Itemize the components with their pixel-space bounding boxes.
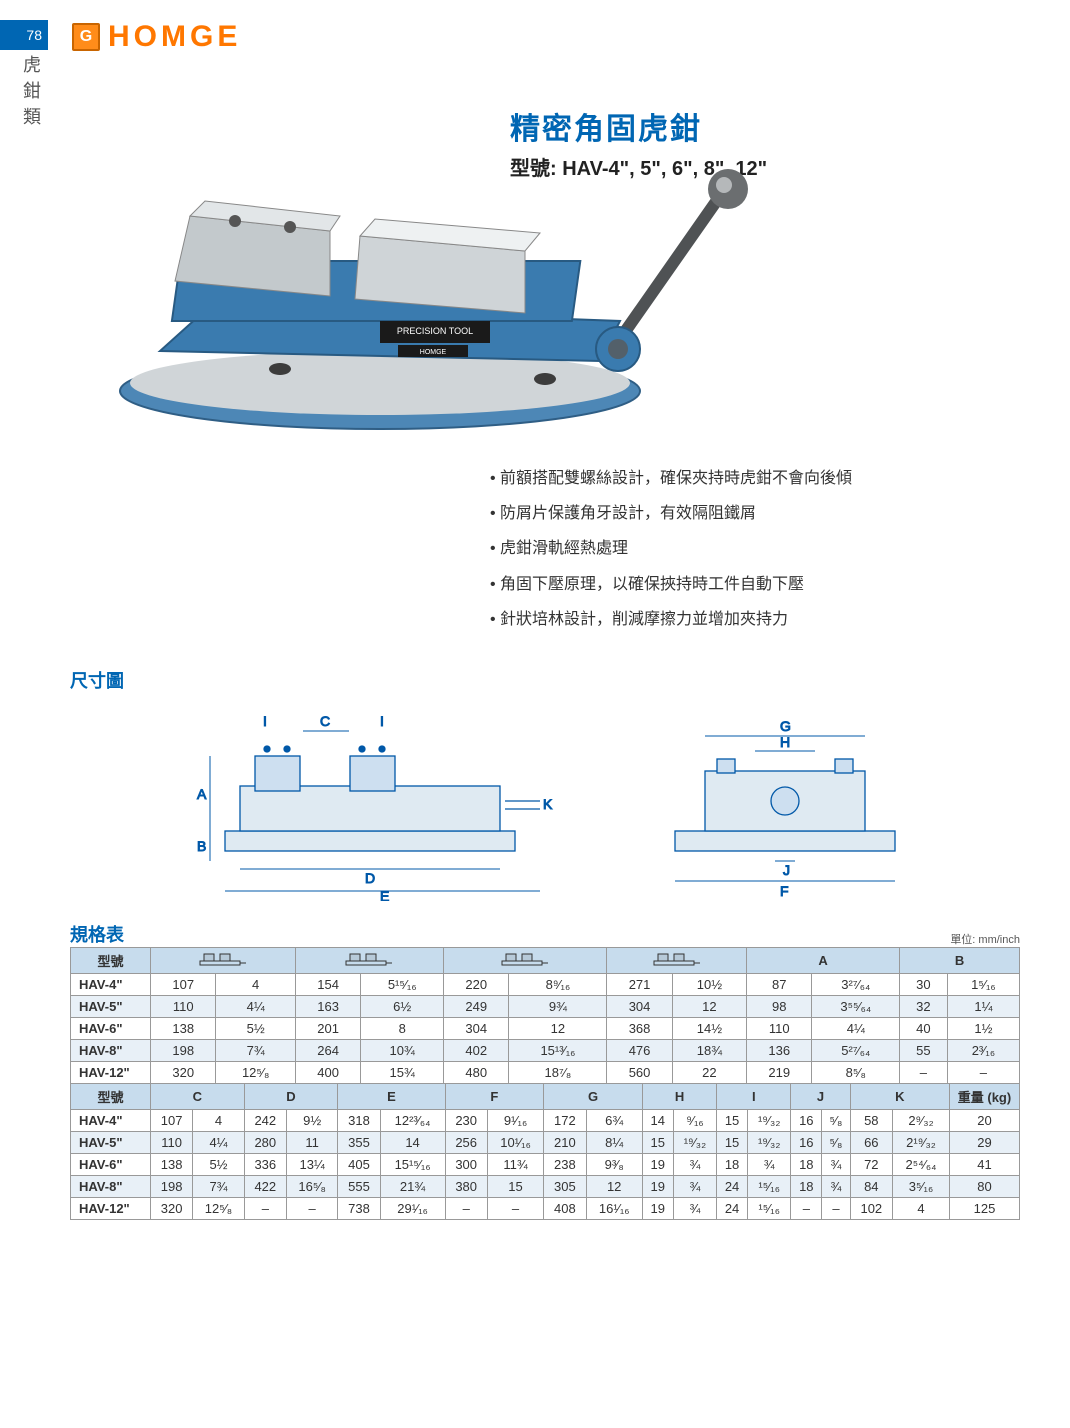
spec-row: HAV-5"1104¼280113551425610¹⁄₁₆2108¼15¹⁹⁄… [71, 1131, 1020, 1153]
dimension-section-label: 尺寸圖 [70, 667, 1020, 693]
svg-text:D: D [365, 870, 375, 886]
svg-text:K: K [543, 796, 553, 812]
svg-text:A: A [197, 786, 207, 802]
spec-row: HAV-4"10742429½31812²³⁄₆₄2309¹⁄₁₆1726¾14… [71, 1109, 1020, 1131]
svg-text:E: E [380, 888, 389, 901]
spec-row: HAV-8"1987¾42216⁵⁄₈55521¾380153051219¾24… [71, 1175, 1020, 1197]
feature-item: 虎鉗滑軌經熱處理 [490, 531, 1020, 566]
spec-row: HAV-6"1385½20183041236814½1104¼401½ [71, 1017, 1020, 1039]
spec-row: HAV-5"1104¼1636½2499¾30412983⁵⁵⁄₆₄321¼ [71, 995, 1020, 1017]
spec-row: HAV-4"10741545¹⁵⁄₁₆2208⁹⁄₁₆27110½873²⁷⁄₆… [71, 973, 1020, 995]
spec-row: HAV-8"1987¾26410¾40215¹³⁄₁₆47618¾1365²⁷⁄… [71, 1039, 1020, 1061]
feature-item: 針狀培林設計，削減摩擦力並增加夾持力 [490, 602, 1020, 637]
svg-text:J: J [783, 862, 790, 878]
spec-section-label: 規格表 [70, 921, 124, 947]
spec-row: HAV-6"1385½33613¼40515¹⁵⁄₁₆30011¾2389³⁄₈… [71, 1153, 1020, 1175]
svg-text:B: B [197, 838, 206, 854]
spec-table-1: 型號AB HAV-4"10741545¹⁵⁄₁₆2208⁹⁄₁₆27110½87… [70, 947, 1020, 1084]
svg-text:G: G [780, 718, 791, 734]
page-number-tab: 78 [0, 20, 48, 50]
spec-row: HAV-12"32012⁵⁄₈40015¾48018⁷⁄₈560222198⁵⁄… [71, 1061, 1020, 1083]
spec-table-2: 型號CDEFGHIJK重量 (kg) HAV-4"10742429½31812²… [70, 1083, 1020, 1220]
svg-text:I: I [380, 713, 384, 729]
catalog-page: 78 虎鉗類 G HOMGE 精密角固虎鉗 型號: HAV-4", 5", 6"… [0, 0, 1070, 1260]
unit-note: 單位: mm/inch [950, 931, 1020, 947]
spec-row: HAV-12"32012⁵⁄₈––73829¹⁄₁₆––40816¹⁄₁₆19¾… [71, 1197, 1020, 1219]
feature-item: 角固下壓原理，以確保挾持時工件自動下壓 [490, 567, 1020, 602]
svg-text:H: H [780, 734, 790, 750]
brand-logo: G HOMGE [72, 20, 1020, 54]
plate-text-2: HOMGE [420, 349, 447, 356]
svg-text:F: F [780, 883, 789, 899]
side-category-label: 虎鉗類 [18, 55, 44, 133]
dimension-diagrams: A B C I I D E E K G H F [70, 701, 1020, 901]
logo-icon: G [72, 23, 100, 51]
feature-item: 前額搭配雙螺絲設計，確保夾持時虎鉗不會向後傾 [490, 461, 1020, 496]
svg-text:C: C [320, 713, 330, 729]
feature-item: 防屑片保護角牙設計，有效隔阻鐵屑 [490, 496, 1020, 531]
feature-list: 前額搭配雙螺絲設計，確保夾持時虎鉗不會向後傾防屑片保護角牙設計，有效隔阻鐵屑虎鉗… [490, 461, 1020, 637]
plate-text-1: PRECISION TOOL [397, 326, 473, 336]
front-view-diagram: G H F J [635, 701, 935, 901]
product-photo: PRECISION TOOL HOMGE [80, 121, 760, 441]
svg-text:I: I [263, 713, 267, 729]
side-view-diagram: A B C I I D E E K [155, 701, 555, 901]
logo-text: HOMGE [108, 20, 241, 54]
